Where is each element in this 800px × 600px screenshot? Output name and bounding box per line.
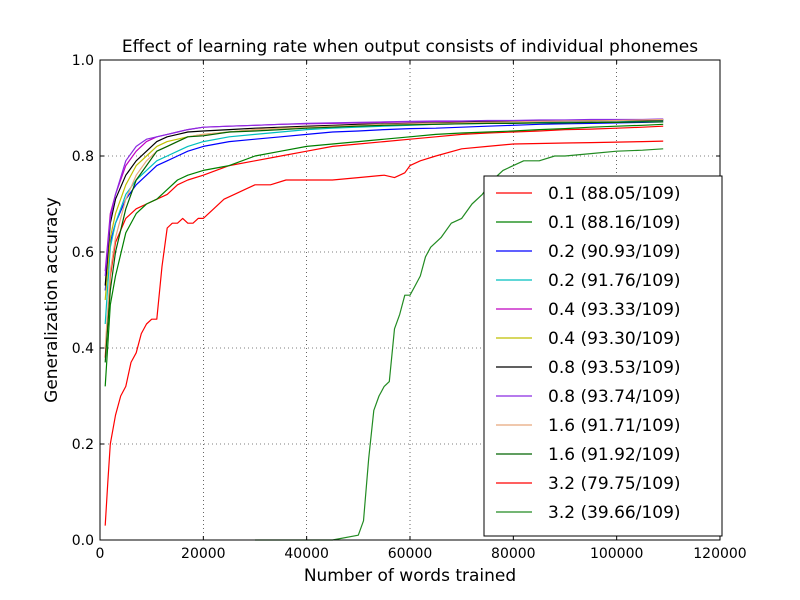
- legend-label: 1.6 (91.92/109): [548, 445, 681, 465]
- y-tick-label: 0.8: [72, 149, 94, 165]
- legend-label: 3.2 (79.75/109): [548, 474, 681, 494]
- y-tick-label: 1.0: [72, 53, 94, 69]
- y-tick-label: 0.0: [72, 533, 94, 549]
- legend-label: 0.2 (90.93/109): [548, 242, 681, 262]
- x-axis-label: Number of words trained: [304, 566, 516, 586]
- legend-label: 0.1 (88.16/109): [548, 213, 681, 233]
- series-line: [104, 118, 664, 277]
- x-tick-label: 100000: [590, 546, 643, 562]
- x-tick-label: 80000: [491, 546, 536, 562]
- series-line: [104, 119, 664, 325]
- x-tick-label: 120000: [693, 546, 746, 562]
- legend-label: 0.2 (91.76/109): [548, 271, 681, 291]
- legend-label: 0.1 (88.05/109): [548, 184, 681, 204]
- chart-title: Effect of learning rate when output cons…: [122, 37, 698, 57]
- series-line: [255, 148, 664, 541]
- series-line: [104, 121, 664, 363]
- legend-label: 3.2 (39.66/109): [548, 503, 681, 523]
- legend-label: 0.4 (93.33/109): [548, 300, 681, 320]
- y-tick-label: 0.2: [72, 437, 94, 453]
- legend: 0.1 (88.05/109) 0.1 (88.16/109) 0.2 (90.93…: [483, 175, 723, 537]
- y-axis-label: Generalization accuracy: [42, 197, 62, 403]
- series-line: [104, 125, 664, 358]
- y-tick-label: 0.6: [72, 245, 94, 261]
- series-line: [104, 140, 664, 526]
- legend-box: [483, 175, 723, 537]
- x-tick-label: 20000: [181, 546, 226, 562]
- series-lines: [104, 118, 664, 541]
- series-line: [104, 123, 664, 387]
- x-tick-label: 60000: [388, 546, 433, 562]
- legend-label: 0.8 (93.74/109): [548, 387, 681, 407]
- axis-ticks: 0 20000 40000 60000 80000 100000 120000 0.0 0.2 0…: [72, 53, 747, 562]
- x-tick-label: 40000: [284, 546, 329, 562]
- series-line: [104, 121, 664, 291]
- y-tick-label: 0.4: [72, 341, 94, 357]
- series-line: [104, 118, 664, 349]
- legend-label: 0.8 (93.53/109): [548, 358, 681, 378]
- x-tick-label: 0: [96, 546, 105, 562]
- legend-label: 0.4 (93.30/109): [548, 329, 681, 349]
- legend-label: 1.6 (91.71/109): [548, 416, 681, 436]
